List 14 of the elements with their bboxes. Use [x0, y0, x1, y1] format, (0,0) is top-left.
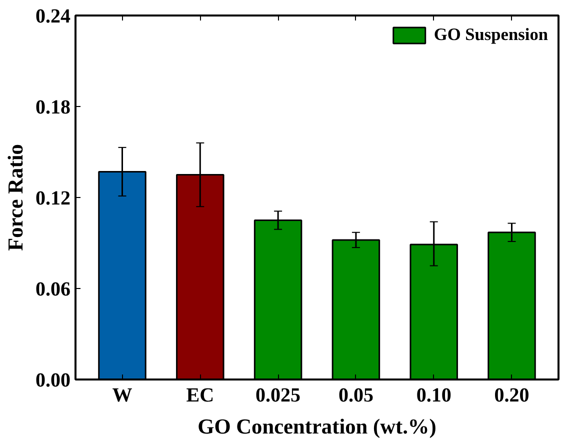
y-tick-label: 0.18 — [36, 96, 70, 118]
y-axis-title: Force Ratio — [4, 144, 28, 251]
y-tick-label: 0.00 — [36, 370, 70, 392]
y-tick-label: 0.24 — [36, 6, 70, 28]
x-tick-label: 0.20 — [494, 384, 530, 406]
x-tick-label: 0.05 — [338, 384, 374, 406]
legend-label: GO Suspension — [434, 25, 548, 45]
x-tick-label: 0.10 — [416, 384, 452, 406]
x-tick-label: EC — [186, 384, 214, 406]
y-tick-label: 0.06 — [36, 278, 70, 300]
x-tick-label: W — [112, 384, 132, 406]
x-tick-label: 0.025 — [256, 384, 301, 406]
y-tick-label: 0.12 — [36, 188, 70, 210]
x-axis-title: GO Concentration (wt.%) — [198, 414, 436, 438]
